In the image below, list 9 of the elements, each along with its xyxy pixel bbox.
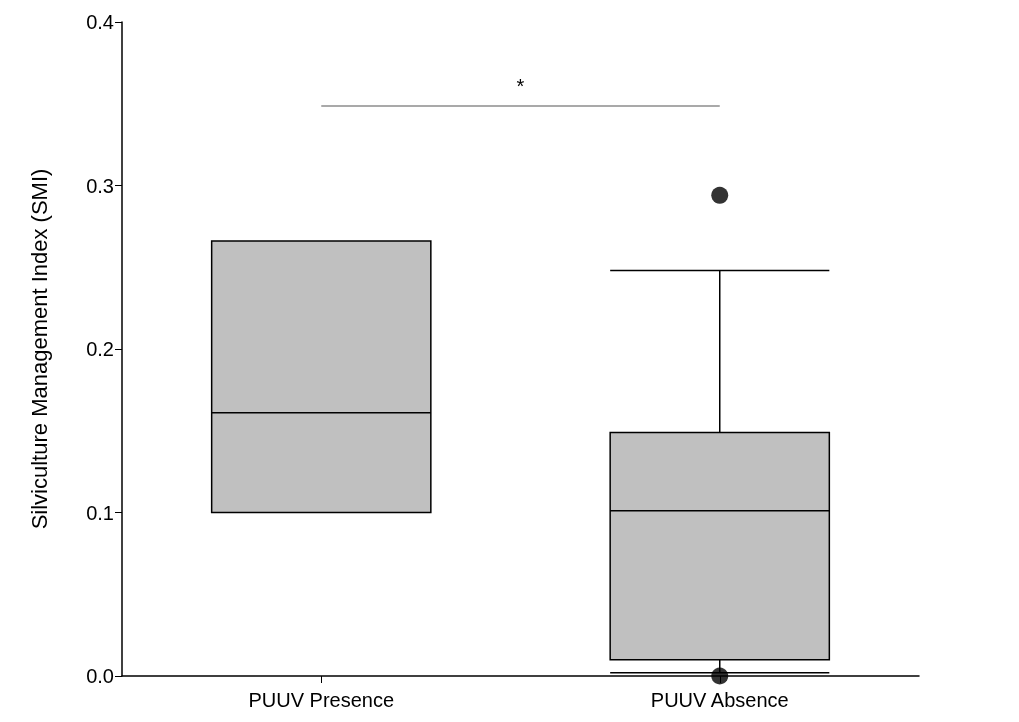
annotation: *	[516, 75, 525, 97]
y-tick-label: 0.2	[86, 338, 114, 360]
y-axis-title: Silviculture Management Index (SMI)	[26, 168, 52, 530]
y-tick-label: 0.4	[86, 11, 114, 33]
y-tick-label: 0.0	[86, 665, 114, 687]
x-tick-label: PUUV Presence	[248, 689, 395, 711]
y-tick-label: 0.3	[86, 174, 114, 197]
x-tick-label: PUUV Absence	[650, 689, 789, 711]
y-tick-label: 0.1	[86, 501, 114, 524]
